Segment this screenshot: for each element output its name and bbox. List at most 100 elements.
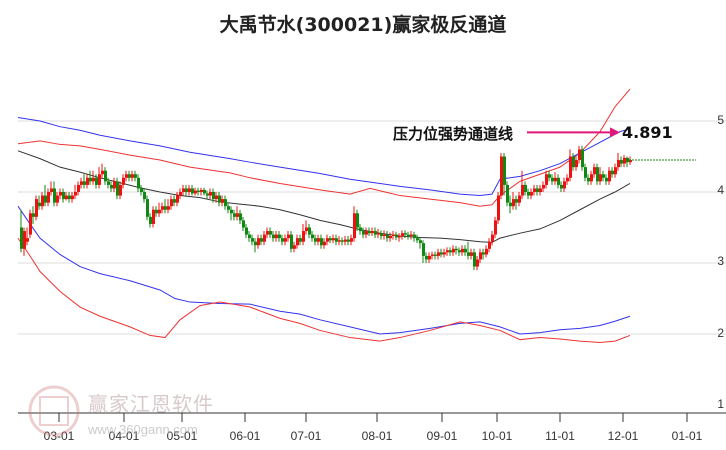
candle-body: [485, 248, 488, 255]
candle-body: [176, 195, 179, 203]
candle-body: [389, 236, 392, 239]
candle-body: [116, 181, 119, 196]
candle-body: [422, 243, 425, 256]
x-tick-label: 09-01: [426, 429, 458, 443]
candle-body: [599, 174, 602, 182]
candle-body: [545, 174, 548, 185]
x-tick-label: 05-01: [166, 429, 198, 443]
candle-body: [146, 199, 149, 217]
candle-body: [239, 213, 242, 221]
x-tick-label: 12-01: [607, 429, 639, 443]
candle-body: [68, 195, 71, 200]
x-tick-label: 11-01: [545, 429, 575, 443]
chart-title: 大禹节水(300021)赢家极反通道: [219, 14, 507, 36]
candle-body: [62, 192, 65, 200]
candle-body: [269, 231, 272, 235]
candle-body: [95, 177, 98, 185]
candle-body: [71, 195, 74, 200]
candle-body: [110, 184, 113, 189]
candle-body: [356, 213, 359, 228]
candle-body: [581, 149, 584, 168]
candle-body: [332, 238, 335, 241]
candle-body: [218, 195, 221, 203]
candle-body: [479, 252, 482, 260]
candle-body: [254, 241, 257, 246]
candle-body: [80, 181, 83, 185]
candle-body: [410, 234, 413, 237]
candle-body: [32, 213, 35, 217]
candle-body: [230, 209, 233, 214]
candle-body: [167, 206, 170, 210]
candle-body: [137, 177, 140, 189]
candle-body: [305, 227, 308, 232]
y-tick-5: 5: [717, 113, 724, 127]
candle-body: [188, 188, 191, 192]
candle-body: [614, 167, 617, 175]
y-tick-4: 4: [717, 183, 724, 197]
candle-body: [161, 206, 164, 210]
x-tick-label: 01-01: [671, 429, 703, 443]
band-lower_inner: [17, 205, 631, 335]
candle-body: [59, 192, 62, 196]
candle-body: [143, 192, 146, 200]
candle-body: [290, 234, 293, 249]
candle-body: [38, 202, 41, 207]
candle-body: [518, 195, 521, 203]
candle-body: [551, 177, 554, 182]
candle-body: [320, 238, 323, 246]
candle-body: [89, 177, 92, 182]
candle-body: [575, 160, 578, 168]
arrow-head-icon: [610, 127, 620, 138]
band-middle: [17, 150, 631, 243]
candle-body: [428, 255, 431, 260]
x-tick-label: 06-01: [229, 429, 261, 443]
candle-body: [512, 199, 515, 207]
candle-body: [98, 174, 101, 185]
candle-body: [296, 238, 299, 246]
candle-body: [215, 195, 218, 200]
candle-body: [593, 167, 596, 175]
candle-body: [149, 216, 152, 224]
candle-body: [236, 213, 239, 217]
candle-body: [350, 238, 353, 242]
candle-body: [248, 234, 251, 239]
candle-body: [470, 252, 473, 256]
candle-body: [461, 248, 464, 253]
watermark-seal-icon: [28, 385, 80, 437]
candle-body: [455, 248, 458, 251]
candle-body: [464, 248, 467, 253]
candle-body: [386, 234, 389, 239]
candle-body: [371, 231, 374, 234]
candle-body: [272, 234, 275, 239]
candle-body: [425, 255, 428, 260]
candle-body: [302, 231, 305, 242]
candle-body: [299, 238, 302, 242]
candle-body: [365, 231, 368, 235]
candle-body: [509, 202, 512, 207]
candle-body: [125, 174, 128, 178]
candle-body: [29, 213, 32, 235]
candle-body: [140, 188, 143, 192]
candle-body: [449, 250, 452, 253]
candle-body: [209, 192, 212, 196]
candle-body: [92, 177, 95, 182]
candle-body: [107, 181, 110, 185]
candle-body: [548, 174, 551, 178]
candle-body: [554, 177, 557, 182]
candle-body: [158, 209, 161, 214]
candle-body: [629, 160, 632, 163]
candle-body: [473, 252, 476, 267]
candle-body: [245, 227, 248, 235]
candle-body: [113, 181, 116, 189]
candle-body: [233, 213, 236, 217]
candle-body: [383, 234, 386, 237]
watermark-url: www.360gann.com: [88, 422, 198, 437]
candle-body: [335, 238, 338, 242]
candle-body: [536, 188, 539, 192]
candle-body: [584, 167, 587, 178]
candle-body: [488, 241, 491, 249]
candle-body: [605, 177, 608, 182]
candle-body: [623, 157, 626, 164]
candle-body: [287, 234, 290, 239]
